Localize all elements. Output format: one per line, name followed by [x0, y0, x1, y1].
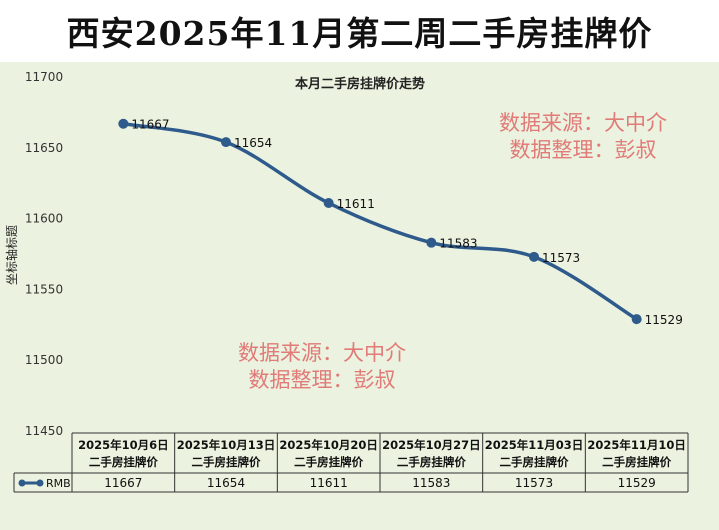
y-axis-label: 坐标轴标题 — [4, 225, 19, 285]
data-label: 11529 — [645, 313, 683, 327]
x-category-label: 2025年11月03日 — [485, 438, 584, 452]
data-point — [529, 251, 539, 262]
x-category-label: 2025年10月6日 — [78, 438, 169, 452]
banner: 西安2025年11月第二周二手房挂牌价 — [0, 0, 719, 62]
chart-title: 本月二手房挂牌价走势 — [295, 76, 425, 92]
data-label: 11611 — [337, 197, 375, 211]
y-tick-label: 11600 — [25, 212, 63, 226]
x-category-sublabel: 二手房挂牌价 — [602, 455, 671, 469]
table-value: 11573 — [515, 476, 553, 490]
table-value: 11611 — [310, 476, 348, 490]
legend-marker — [18, 479, 26, 487]
x-category-sublabel: 二手房挂牌价 — [294, 455, 363, 469]
y-tick-label: 11650 — [25, 141, 63, 155]
data-label: 11667 — [131, 118, 169, 132]
chart-area: 本月二手房挂牌价走势坐标轴标题 11450 11500 11550 11600 11650… — [0, 62, 719, 530]
legend-marker — [36, 479, 44, 487]
table-value: 11583 — [412, 476, 450, 490]
x-category-label: 2025年11月10日 — [587, 438, 686, 452]
data-point — [631, 314, 642, 325]
watermark-text: 数据来源：大中介 — [238, 341, 406, 365]
x-category-sublabel: 二手房挂牌价 — [397, 455, 466, 469]
watermark-text: 数据整理：彭叔 — [249, 368, 396, 392]
y-tick-label: 11700 — [25, 70, 63, 84]
watermark-text: 数据来源：大中介 — [499, 111, 667, 135]
x-category-label: 2025年10月20日 — [279, 438, 378, 452]
series-line-rmb — [121, 121, 639, 321]
x-category-sublabel: 二手房挂牌价 — [192, 455, 261, 469]
table-value: 11667 — [104, 476, 142, 490]
y-tick-label: 11500 — [25, 353, 63, 367]
x-category-sublabel: 二手房挂牌价 — [89, 455, 158, 469]
table-value: 11654 — [207, 476, 245, 490]
data-label: 11573 — [542, 251, 580, 265]
y-tick-label: 11450 — [25, 424, 63, 438]
x-category-sublabel: 二手房挂牌价 — [500, 455, 569, 469]
x-category-label: 2025年10月13日 — [177, 438, 276, 452]
data-point — [323, 198, 334, 209]
x-category-label: 2025年10月27日 — [382, 438, 481, 452]
banner-title: 西安2025年11月第二周二手房挂牌价 — [66, 14, 653, 53]
data-point — [118, 118, 129, 129]
legend-series-name: RMB — [46, 477, 71, 490]
data-point — [221, 137, 231, 148]
table-value: 11529 — [618, 476, 656, 490]
data-point — [426, 237, 437, 248]
y-tick-label: 11550 — [25, 282, 63, 296]
data-label: 11583 — [439, 237, 477, 251]
data-label: 11654 — [234, 136, 272, 150]
watermark-text: 数据整理：彭叔 — [510, 138, 657, 162]
